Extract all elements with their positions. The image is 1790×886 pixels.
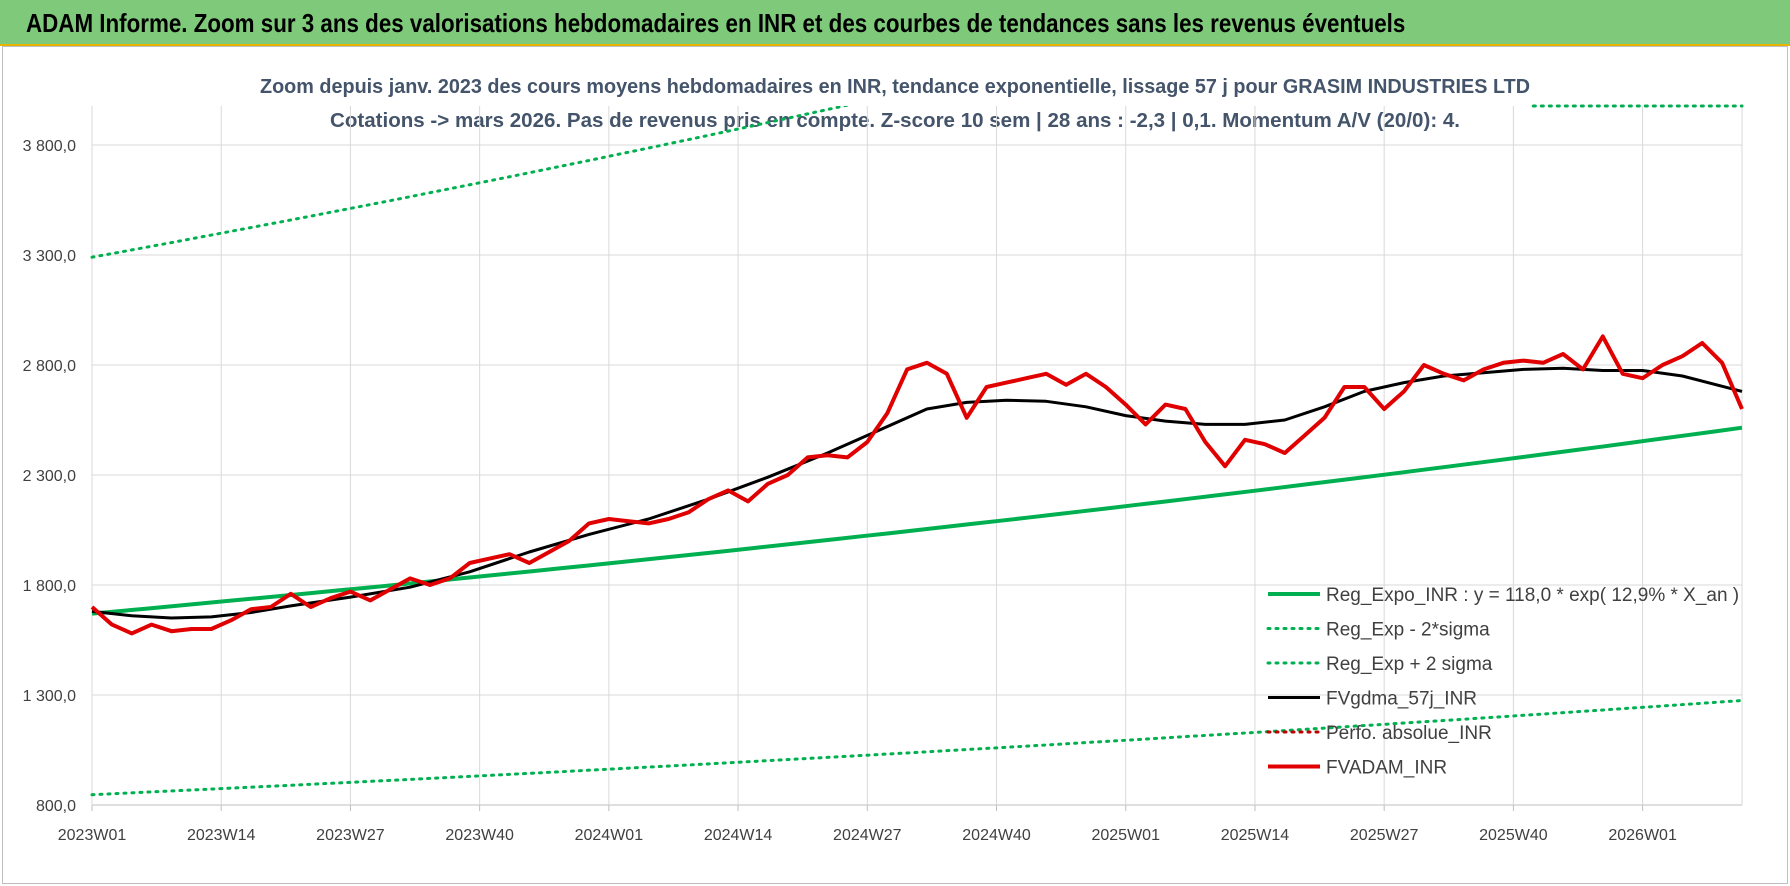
x-tick-label: 2024W27 [833,827,902,844]
y-tick-label: 3 800,0 [23,138,76,155]
x-tick-label: 2026W01 [1608,827,1677,844]
legend-label: FVADAM_INR [1326,758,1447,779]
legend-label: Reg_Expo_INR : y = 118,0 * exp( 12,9% * … [1326,585,1739,606]
x-tick-label: 2023W14 [187,827,256,844]
series-2-line [90,106,851,259]
x-tick-label: 2024W40 [962,827,1031,844]
y-tick-label: 2 800,0 [23,358,76,375]
x-tick-label: 2025W40 [1479,827,1548,844]
chart-title-line2: Cotations -> mars 2026. Pas de revenus p… [330,110,1460,132]
x-tick-label: 2023W27 [316,827,385,844]
y-tick-label: 3 300,0 [23,248,76,265]
series-3-line [91,366,1743,620]
x-tick-label: 2023W01 [58,827,127,844]
x-tick-label: 2025W01 [1091,827,1160,844]
x-tick-label: 2025W14 [1221,827,1290,844]
y-tick-label: 1 800,0 [23,578,76,595]
chart-frame [2,46,1788,884]
series-0-line [91,425,1743,616]
x-tick-label: 2024W14 [704,827,773,844]
banner-title: ADAM Informe. Zoom sur 3 ans des valoris… [26,8,1406,38]
legend-label: Reg_Exp + 2 sigma [1326,654,1493,675]
x-tick-label: 2023W40 [445,827,514,844]
x-tick-label: 2024W01 [575,827,644,844]
series-5-line [90,334,1744,636]
y-tick-label: 800,0 [36,798,76,815]
y-tick-label: 1 300,0 [23,688,76,705]
y-tick-label: 2 300,0 [23,468,76,485]
legend-label: Reg_Exp - 2*sigma [1326,620,1490,641]
x-tick-label: 2025W27 [1350,827,1419,844]
series-1-line [90,699,1744,797]
chart-title-line1: Zoom depuis janv. 2023 des cours moyens … [260,76,1530,98]
legend-label: FVgdma_57j_INR [1326,689,1477,710]
legend-label: Perfo. absolue_INR [1326,723,1492,744]
title-banner: ADAM Informe. Zoom sur 3 ans des valoris… [0,0,1790,46]
